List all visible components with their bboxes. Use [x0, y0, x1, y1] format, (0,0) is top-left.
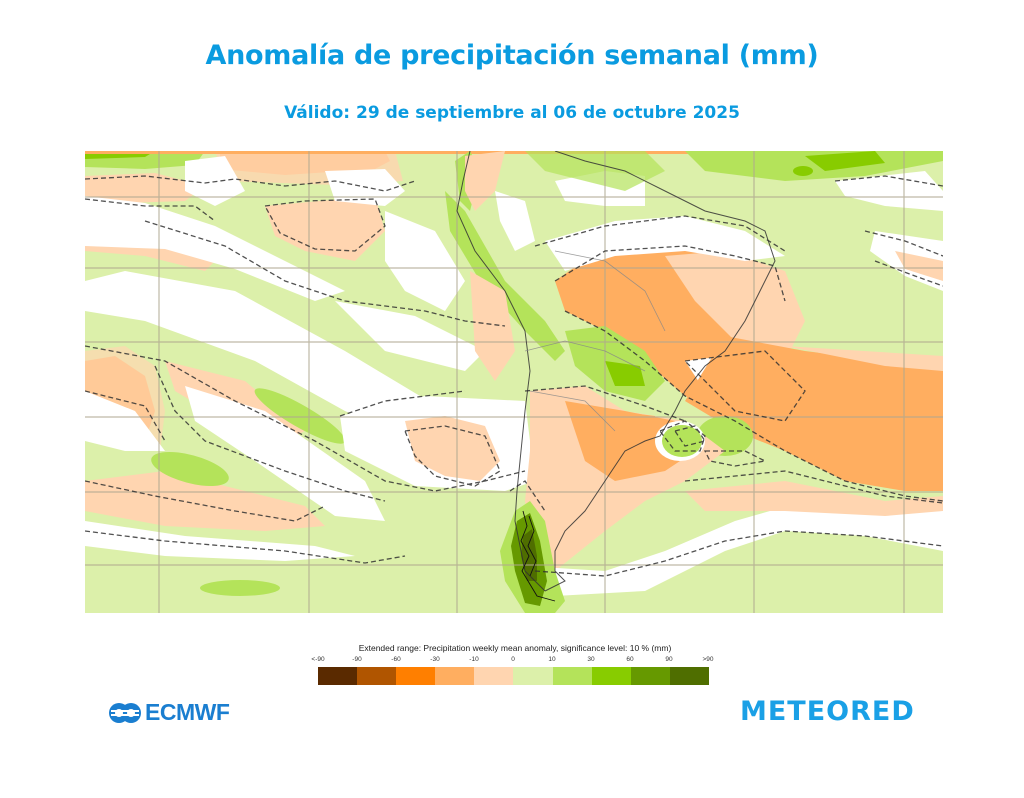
legend-tick: <-90: [311, 656, 325, 663]
validity-subtitle: Válido: 29 de septiembre al 06 de octubr…: [284, 103, 740, 123]
colorbar-swatch: [357, 667, 397, 685]
colorbar-swatch: [669, 667, 709, 685]
legend-tick: -90: [352, 656, 362, 663]
colorbar-swatch: [513, 667, 553, 685]
colorbar-swatch: [435, 667, 475, 685]
legend-tick: 30: [587, 656, 595, 663]
legend-tick: 10: [548, 656, 556, 663]
map-canvas: [85, 151, 943, 613]
page-title: Anomalía de precipitación semanal (mm): [205, 40, 819, 71]
legend-tick: 90: [665, 656, 673, 663]
colorbar-swatch: [396, 667, 436, 685]
legend-tick: -30: [430, 656, 440, 663]
colorbar-swatch: [318, 667, 358, 685]
precipitation-anomaly-map: [85, 151, 943, 613]
legend-title: Extended range: Precipitation weekly mea…: [358, 643, 672, 653]
colorbar-swatch: [591, 667, 631, 685]
legend-tick: -10: [469, 656, 479, 663]
meteored-logo: METEORED: [740, 696, 915, 727]
legend-tick: -60: [391, 656, 401, 663]
legend-ticks: <-90 -90 -60 -30 -10 0 10 30 60 90 >90: [310, 656, 720, 666]
meteored-wordmark: METEORED: [740, 696, 915, 727]
colorbar: [318, 667, 709, 685]
colorbar-swatch: [474, 667, 514, 685]
colorbar-swatch: [630, 667, 670, 685]
legend-tick: 0: [511, 656, 515, 663]
colorbar-swatch: [552, 667, 592, 685]
legend-tick: 60: [626, 656, 634, 663]
ecmwf-wordmark: ECMWF: [145, 699, 230, 725]
ecmwf-logo: ECMWF: [108, 699, 230, 726]
ecmwf-emblem-icon: [109, 702, 141, 723]
legend-tick: >90: [702, 656, 714, 663]
